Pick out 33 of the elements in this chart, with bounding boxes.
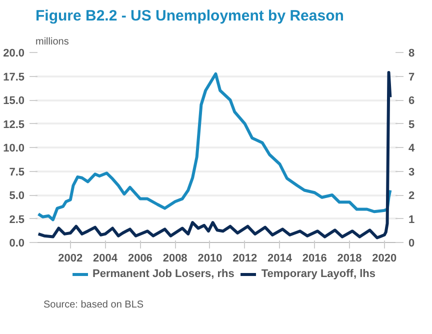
y2-tick-label: 0: [408, 238, 415, 250]
x-tick-label: 2004: [93, 252, 118, 264]
x-tick-label: 2008: [162, 252, 188, 264]
legend-label: Permanent Job Losers, rhs: [92, 268, 234, 280]
x-tick-label: 2002: [58, 252, 83, 264]
y-tick-label: 12.5: [3, 118, 25, 131]
chart-title: Figure B2.2 - US Unemployment by Reason: [36, 8, 344, 24]
y-tick-label: 10.0: [3, 142, 25, 154]
y2-tick-label: 4: [408, 142, 416, 154]
y2-tick-label: 3: [408, 166, 415, 178]
x-tick-label: 2020: [372, 252, 397, 264]
y-tick-label: 15.0: [3, 95, 25, 107]
source-note: Source: based on BLS: [44, 300, 144, 310]
y-tick-label: 2.5: [9, 214, 25, 226]
x-tick-label: 2006: [128, 252, 152, 264]
x-tick-label: 2010: [198, 252, 222, 264]
x-tick-label: 2016: [302, 252, 327, 264]
y2-tick-label: 7: [408, 71, 415, 84]
y2-tick-label: 2: [408, 190, 415, 202]
y-tick-label: 5.0: [9, 190, 25, 202]
y-tick-label: 0.0: [9, 238, 25, 250]
chart-subtitle: millions: [36, 36, 69, 48]
y-tick-label: 17.5: [3, 71, 25, 84]
x-tick-label: 2014: [268, 252, 293, 264]
x-tick-label: 2018: [337, 252, 362, 264]
y-tick-label: 20.0: [3, 48, 25, 60]
y-tick-label: 7.5: [9, 166, 25, 178]
y2-tick-label: 6: [408, 95, 415, 107]
x-tick-label: 2012: [232, 252, 258, 264]
y2-tick-label: 8: [408, 48, 415, 60]
y2-tick-label: 1: [408, 214, 415, 226]
legend-label: Temporary Layoff, lhs: [261, 268, 376, 280]
y2-tick-label: 5: [408, 118, 415, 131]
